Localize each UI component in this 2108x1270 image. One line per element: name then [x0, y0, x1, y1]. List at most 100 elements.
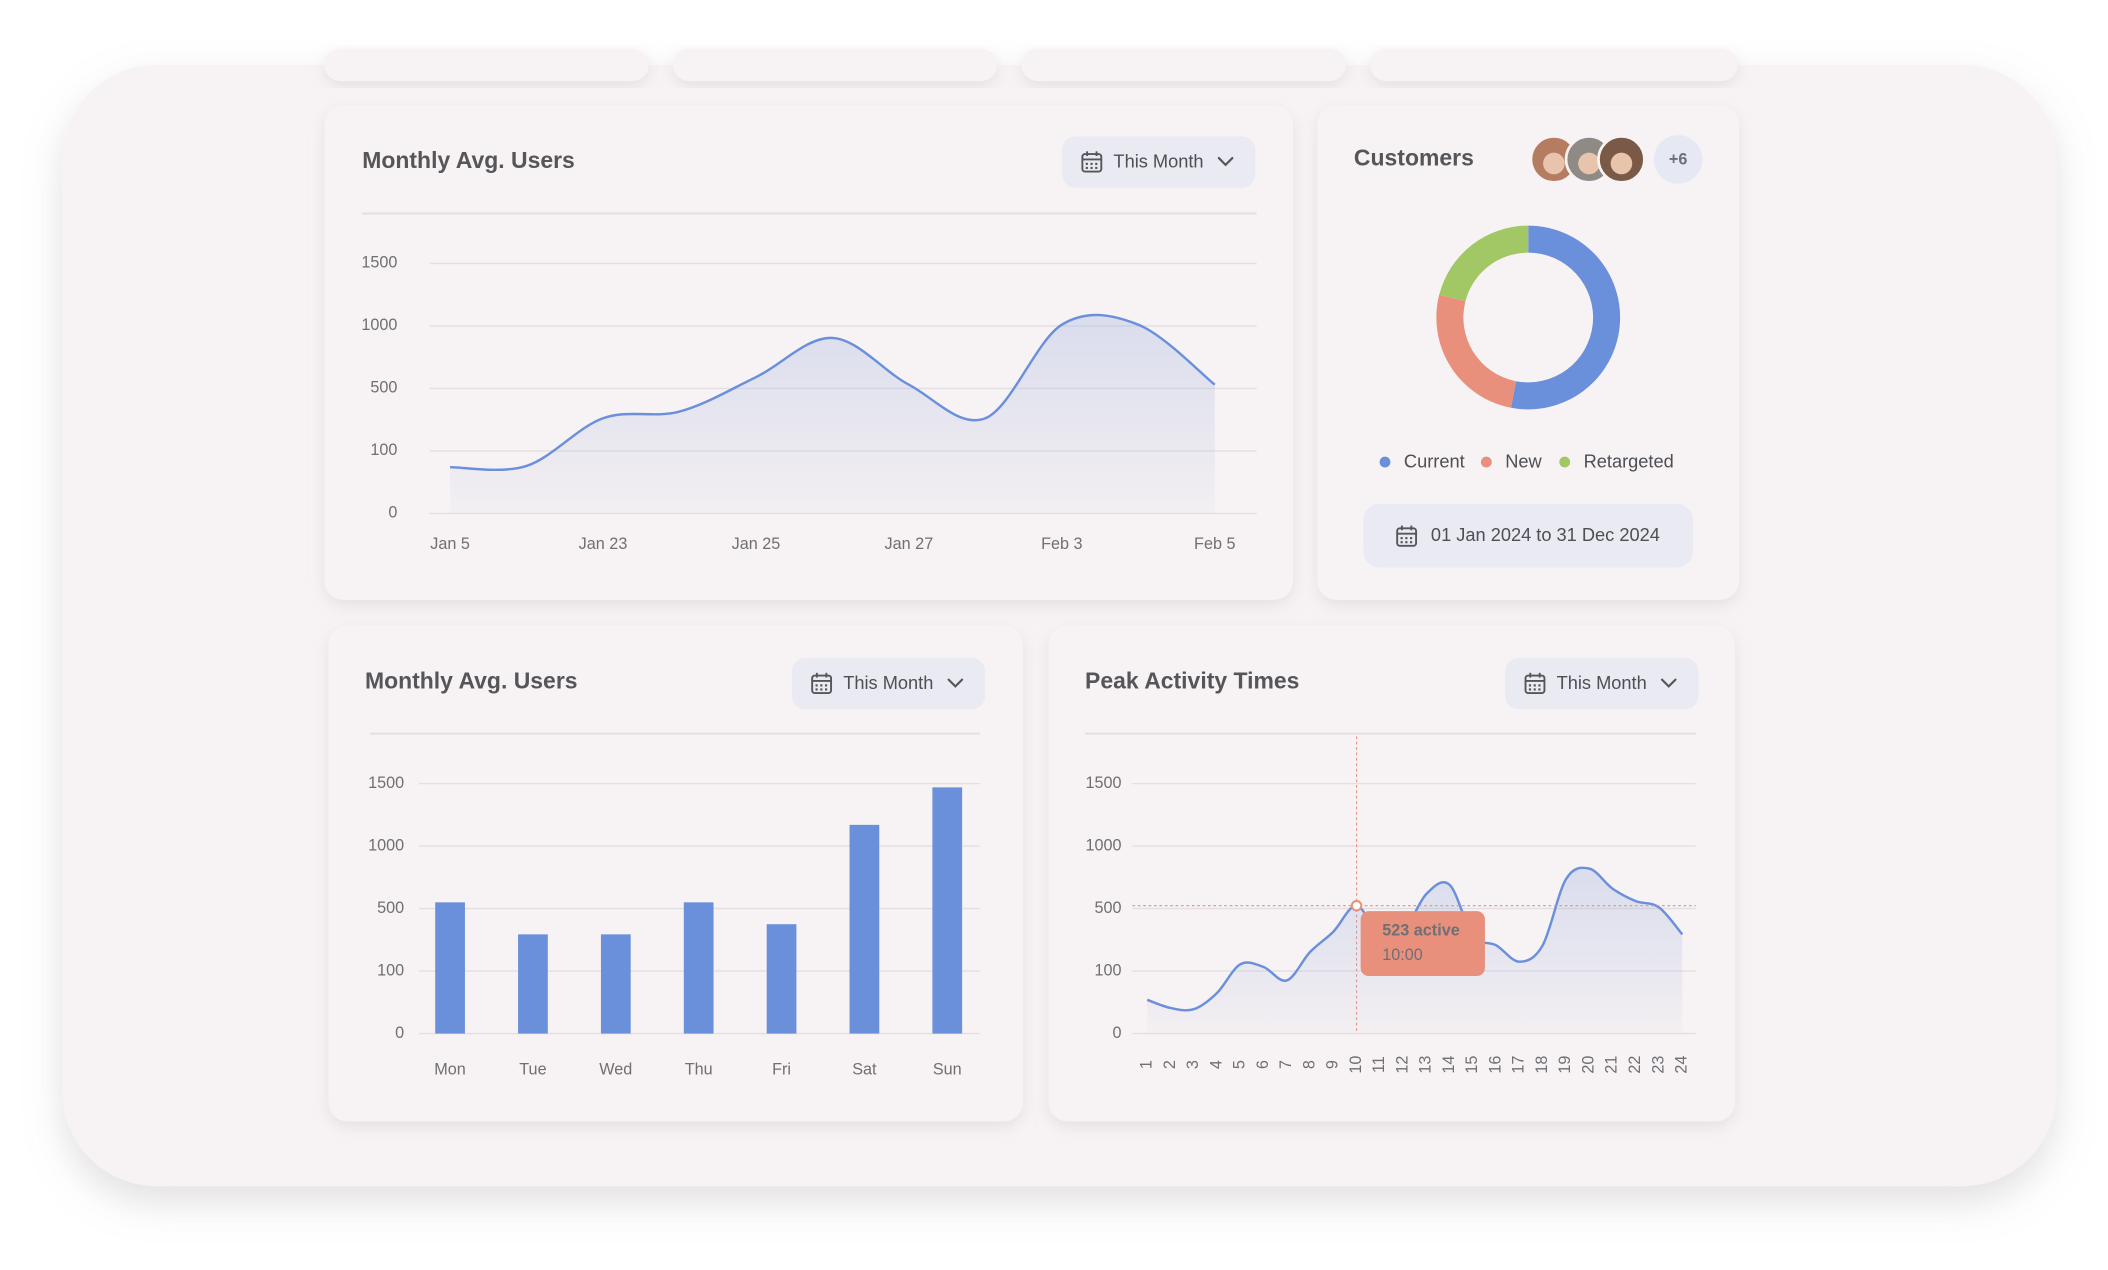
button-bg[interactable] [1505, 657, 1699, 710]
x-tick-label: Jan 27 [885, 535, 934, 553]
icon-part [1095, 166, 1098, 170]
more-badge[interactable] [1653, 135, 1703, 184]
icon-part [1410, 541, 1413, 544]
card-stub [1370, 48, 1738, 82]
y-tick-label: 500 [1095, 899, 1122, 917]
x-tick-label: 20 [1579, 1056, 1597, 1074]
icon-part [1396, 527, 1418, 547]
x-tick-label: Jan 23 [579, 535, 628, 553]
y-tick-label: 1000 [361, 316, 397, 334]
x-tick-label: Feb 5 [1194, 535, 1235, 553]
icon-part [1528, 684, 1532, 687]
x-tick-label: Jan 25 [732, 535, 781, 553]
x-tick-label: 15 [1463, 1056, 1481, 1074]
y-tick-label: 100 [370, 441, 397, 459]
x-tick-label: Mon [434, 1060, 466, 1078]
calendar-icon [1081, 151, 1103, 173]
icon-part [1405, 537, 1408, 540]
x-tick-label: Wed [599, 1060, 632, 1078]
y-tick-label: 1500 [368, 774, 404, 792]
x-tick-label: 6 [1254, 1060, 1272, 1069]
x-tick-label: Tue [519, 1060, 546, 1078]
legend-swatch [1379, 456, 1391, 468]
card-title: Customers [1354, 144, 1474, 170]
x-tick-label: 22 [1626, 1056, 1644, 1074]
filter-button[interactable]: This Month [1505, 657, 1699, 710]
card-stub [673, 48, 998, 82]
x-tick-label: Fri [772, 1060, 791, 1078]
tooltip [1360, 911, 1485, 976]
icon-part [824, 688, 828, 691]
x-tick-label: 10 [1347, 1056, 1365, 1074]
x-tick-label: 19 [1556, 1056, 1574, 1074]
button-bg[interactable] [791, 657, 986, 710]
icon-part [1533, 684, 1536, 687]
x-tick-label: 23 [1649, 1056, 1667, 1074]
x-tick-label: 14 [1440, 1056, 1458, 1074]
calendar-icon [1524, 672, 1546, 695]
x-tick-label: 2 [1161, 1060, 1179, 1069]
legend-swatch [1480, 456, 1492, 468]
date-range[interactable]: 01 Jan 2024 to 31 Dec 2024 [1431, 524, 1660, 545]
x-tick-label: 8 [1300, 1060, 1318, 1069]
icon-part [1405, 541, 1408, 544]
bar [435, 902, 465, 1034]
icon-part [1538, 688, 1541, 691]
chevron[interactable] [947, 678, 964, 688]
y-tick-label: 0 [388, 504, 397, 522]
card-title: Monthly Avg. Users [365, 667, 578, 693]
highlight-point [1350, 899, 1363, 912]
date-range-bg[interactable] [1363, 503, 1694, 568]
legend-label[interactable]: New [1505, 451, 1542, 472]
y-tick-label: 100 [1095, 961, 1122, 979]
icon-part [815, 684, 818, 687]
y-tick-label: 1000 [1086, 836, 1122, 854]
button-label[interactable]: This Month [1557, 672, 1647, 693]
avatar-face [1543, 152, 1565, 175]
icon-part [820, 684, 823, 687]
icon-part [820, 688, 823, 691]
x-tick-label: Sat [852, 1060, 877, 1078]
x-tick-label: 21 [1603, 1056, 1621, 1074]
avatar-face [1578, 152, 1600, 175]
x-tick-label: 3 [1184, 1060, 1202, 1069]
x-tick-label: 16 [1486, 1056, 1504, 1074]
button-label[interactable]: This Month [843, 672, 933, 693]
chevron[interactable] [1660, 678, 1677, 688]
x-tick-label: 18 [1533, 1056, 1551, 1074]
legend-label[interactable]: Retargeted [1584, 451, 1674, 472]
bar [766, 924, 797, 1034]
tooltip-text: 523 active [1382, 922, 1459, 940]
filter-button[interactable]: This Month [791, 657, 986, 710]
y-tick-label: 500 [370, 379, 397, 397]
x-tick-label: Sun [933, 1060, 962, 1078]
y-tick-label: 1500 [361, 254, 397, 272]
pie-slice [1439, 225, 1529, 302]
icon-part [1528, 688, 1532, 691]
card-title: Peak Activity Times [1085, 667, 1299, 693]
avatar-face [1610, 152, 1633, 175]
button-bg[interactable] [1062, 136, 1256, 188]
icon-part [1085, 162, 1088, 165]
calendar-icon [811, 672, 833, 695]
x-tick-label: 4 [1207, 1060, 1225, 1069]
card-stub [1021, 48, 1346, 82]
pie-slice [1436, 294, 1517, 408]
area [450, 314, 1215, 514]
icon-part [1095, 162, 1098, 165]
x-tick-label: 9 [1324, 1060, 1342, 1069]
filter-button[interactable]: This Month [1062, 136, 1256, 188]
icon-part [815, 688, 818, 691]
icon-part [1090, 162, 1093, 165]
x-tick-label: 13 [1417, 1056, 1435, 1074]
legend-label[interactable]: Current [1404, 451, 1465, 472]
x-tick-label: 17 [1510, 1056, 1528, 1074]
icon-part [1090, 166, 1093, 170]
button-label[interactable]: This Month [1113, 151, 1203, 172]
chevron[interactable] [1217, 156, 1234, 167]
icon-part [1400, 541, 1403, 544]
x-tick-label: Feb 3 [1041, 535, 1082, 553]
more-count[interactable]: +6 [1669, 150, 1687, 168]
